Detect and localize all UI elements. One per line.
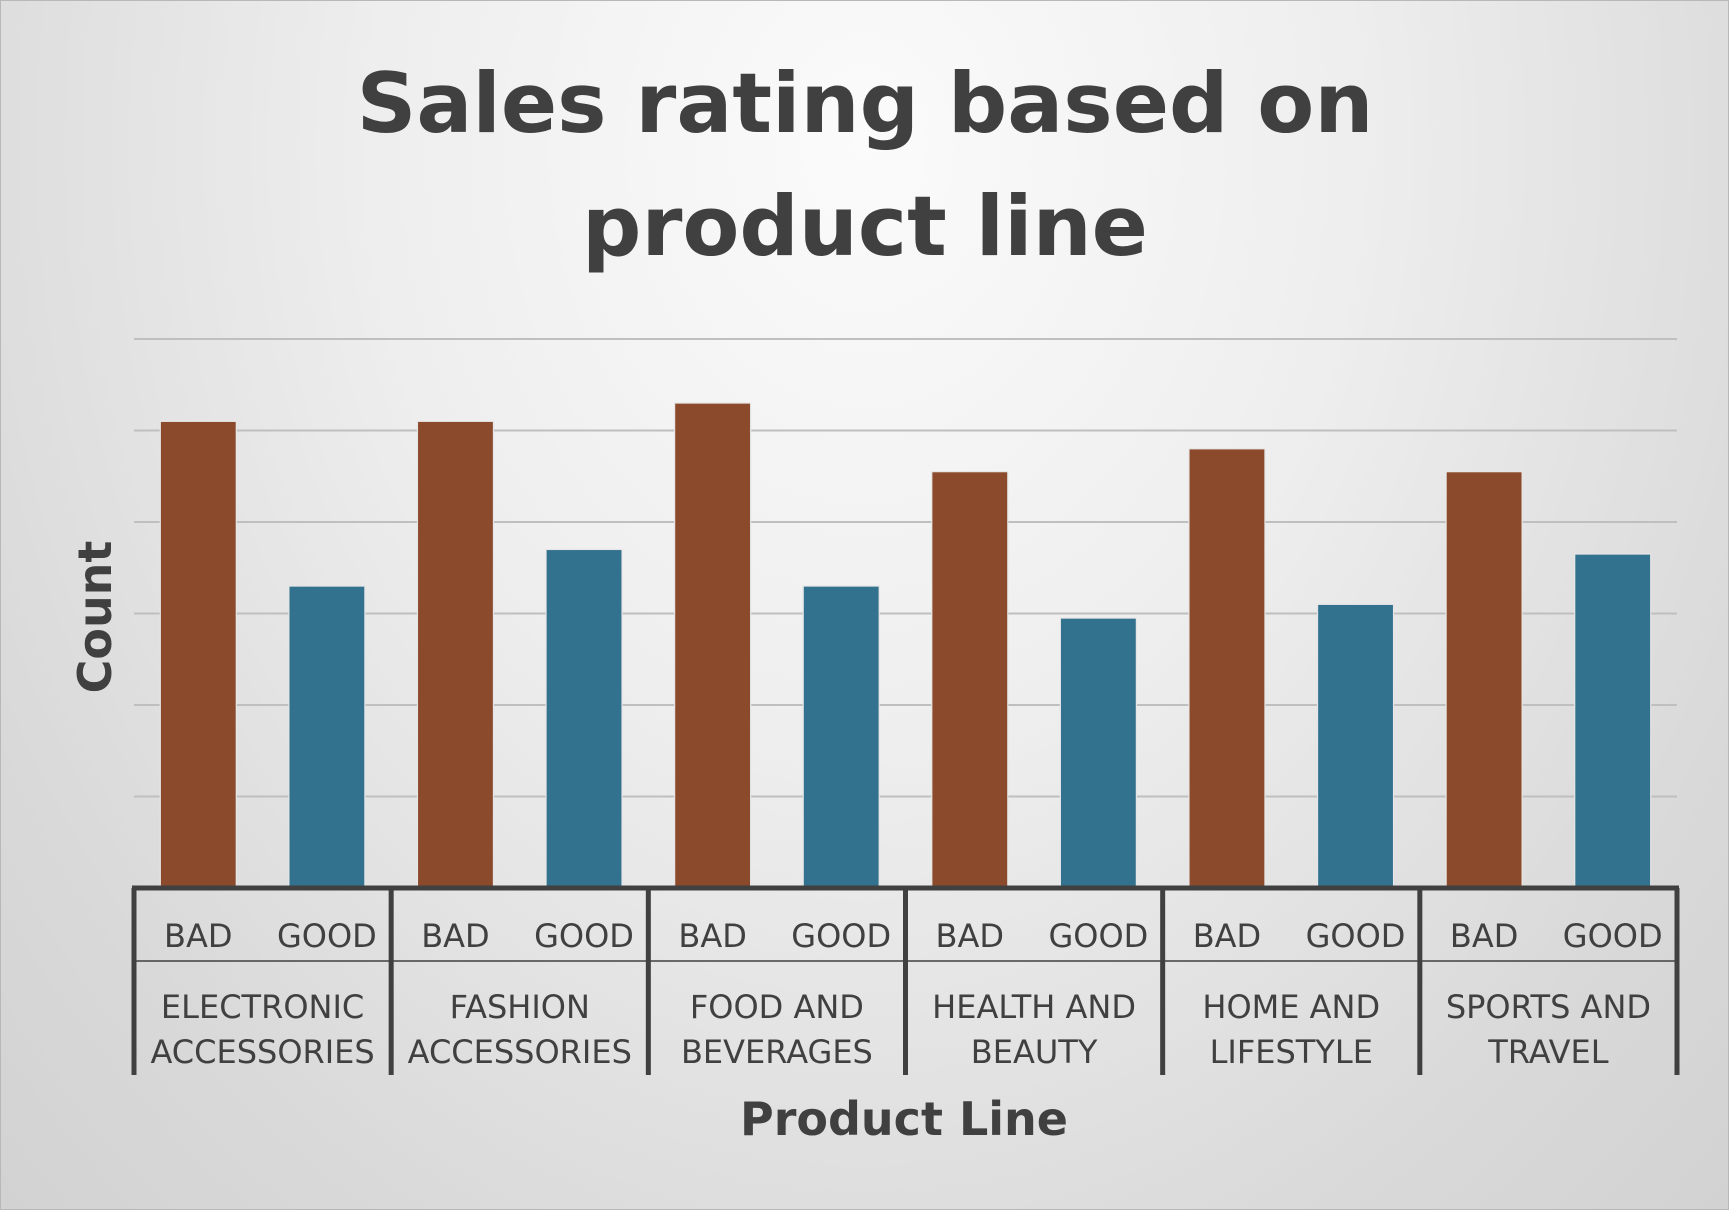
bar-bad — [416, 420, 495, 889]
x-group-label: FOOD AND — [690, 988, 864, 1026]
x-group-label: LIFESTYLE — [1210, 1033, 1373, 1071]
x-tick-label: BAD — [678, 917, 746, 955]
bar-bad — [931, 471, 1009, 889]
bar-bad — [1188, 448, 1266, 889]
x-group-label: ACCESSORIES — [408, 1033, 632, 1071]
x-tick-label: GOOD — [791, 917, 891, 955]
x-group-label: BEAUTY — [971, 1033, 1098, 1071]
x-group-label: BEVERAGES — [681, 1033, 873, 1071]
x-axis-labels: BAD GOOD ELECTRONIC ACCESSORIES BAD GOOD FASHI… — [150, 917, 1662, 1071]
bar-good — [1059, 617, 1137, 889]
chart-title-line-2: product line — [582, 178, 1148, 275]
x-tick-label: BAD — [164, 917, 232, 955]
bar-bad — [159, 420, 237, 889]
x-group-label: FASHION — [450, 988, 590, 1026]
gridlines — [134, 338, 1677, 798]
x-group-label: SPORTS AND — [1446, 988, 1651, 1026]
bar-good — [1574, 553, 1652, 889]
bar-bad — [674, 402, 752, 889]
bars — [159, 402, 1652, 889]
x-axis-title: Product Line — [740, 1092, 1068, 1146]
x-tick-label: GOOD — [1048, 917, 1148, 955]
bar-good — [802, 585, 880, 889]
x-tick-label: GOOD — [277, 917, 377, 955]
chart-title-line-1: Sales rating based on — [357, 55, 1374, 152]
bar-good — [545, 548, 623, 889]
x-tick-label: BAD — [1450, 917, 1518, 955]
bar-good — [1316, 603, 1395, 889]
y-axis-title: Count — [68, 541, 122, 694]
x-tick-label: BAD — [1193, 917, 1261, 955]
x-group-label: ELECTRONIC — [161, 988, 364, 1026]
x-tick-label: GOOD — [1306, 917, 1406, 955]
x-tick-label: GOOD — [534, 917, 634, 955]
x-axis — [131, 885, 1680, 1075]
x-tick-label: BAD — [936, 917, 1004, 955]
x-group-label: ACCESSORIES — [150, 1033, 374, 1071]
x-group-label: TRAVEL — [1487, 1033, 1608, 1071]
x-group-label: HEALTH AND — [932, 988, 1136, 1026]
x-group-label: HOME AND — [1202, 988, 1380, 1026]
bar-good — [288, 585, 366, 889]
x-tick-label: GOOD — [1563, 917, 1663, 955]
bar-bad — [1445, 471, 1523, 889]
x-tick-label: BAD — [421, 917, 489, 955]
